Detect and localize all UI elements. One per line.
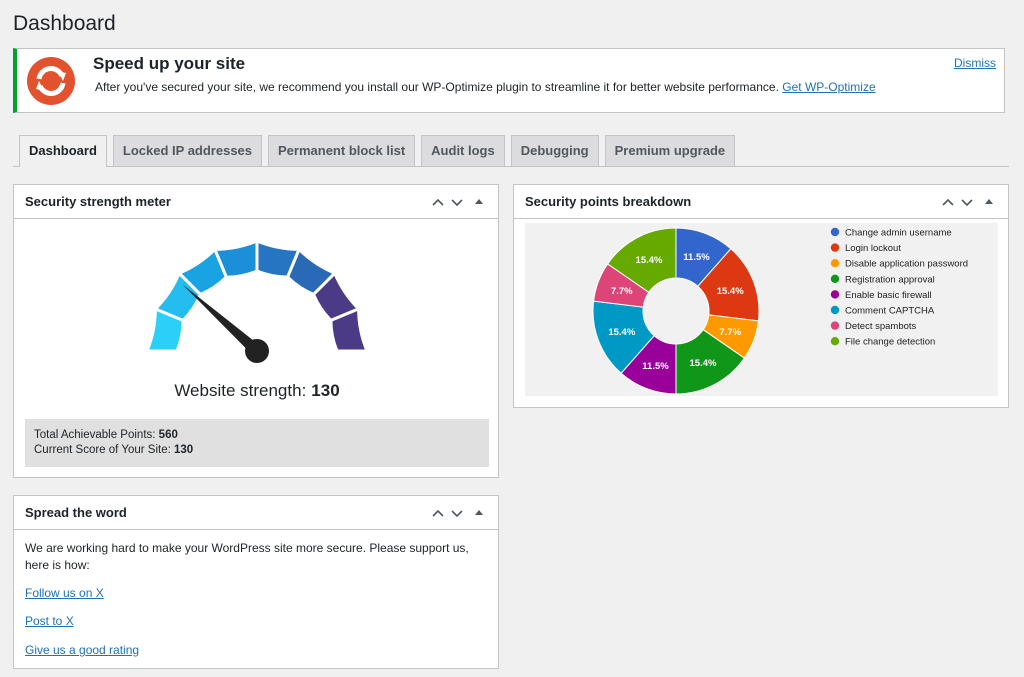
panel-controls[interactable] [432,505,492,521]
gauge-segment [329,306,370,353]
spread-text: We are working hard to make your WordPre… [25,541,469,572]
legend-swatch [830,259,840,268]
panel-title: Spread the word [14,496,498,530]
legend-label: File change detection [845,337,935,348]
spread-link[interactable]: Post to X [25,614,74,628]
legend-label: Comment CAPTCHA [845,306,935,317]
legend-swatch [830,321,840,330]
gauge-arc [144,238,370,353]
total-label: Total Achievable Points: [34,429,156,441]
gauge-needle [182,284,261,356]
page-title: Dashboard [13,12,116,35]
strength-text: Website strength: [174,381,306,400]
dismiss-link[interactable]: Dismiss [954,56,996,70]
current-label: Current Score of Your Site: [34,444,171,456]
gauge: Website strength: 130 [144,238,370,400]
legend-swatch [830,337,840,346]
tab[interactable]: Dashboard [19,135,107,167]
total-value: 560 [158,429,178,441]
panel-controls[interactable] [942,194,1002,210]
legend-label: Login lockout [845,243,901,254]
legend-swatch [830,227,840,237]
panel-controls[interactable] [432,194,492,210]
notice-body: After you've secured your site, we recom… [95,80,779,94]
slice-label: 15.4% [636,255,663,266]
notice: Speed up your site After you've secured … [13,48,1005,113]
legend-label: Change admin username [845,228,952,239]
notice-title: Speed up your site [93,54,246,73]
spread-link[interactable]: Follow us on X [25,586,104,600]
legend-swatch [830,305,840,315]
tab[interactable]: Premium upgrade [604,135,736,166]
breakdown-panel: Security points breakdown 11.5% Change ad… [513,184,1009,408]
slice-label: 7.7% [611,286,633,297]
tab[interactable]: Permanent block list [268,135,416,166]
current-value: 130 [174,444,194,456]
legend-swatch [830,274,840,283]
legend-label: Registration approval [845,274,935,285]
donut-chart: 11.5% Change admin username 15.4% Login loc… [525,223,998,396]
slice-label: 7.7% [719,327,741,338]
needle-hub [245,339,269,363]
spread-panel: Spread the word We are working hard to m… [13,495,499,669]
legend-label: Detect spambots [845,321,917,332]
tab-bar: Dashboard Locked IP addresses Permanent bl… [13,135,1009,167]
legend-label: Disable application password [845,259,968,270]
slice-label: 15.4% [717,286,744,297]
tab[interactable]: Debugging [510,135,599,166]
score-box: Total Achievable Points: 560 Current Sco… [25,419,489,467]
panel-title: Security strength meter [14,185,498,219]
strength-panel: Security strength meter Website strength… [13,184,499,478]
spread-link[interactable]: Give us a good rating [25,643,140,657]
slice-label: 15.4% [690,358,717,369]
legend-label: Enable basic firewall [845,290,932,301]
tab[interactable]: Locked IP addresses [112,135,263,166]
notice-link[interactable]: Get WP-Optimize [782,80,876,94]
slice-label: 15.4% [608,327,635,338]
strength-value: 130 [311,381,339,400]
strength-label: Website strength: 130 [174,381,339,400]
slice-label: 11.5% [683,252,710,263]
panel-title: Security points breakdown [514,185,1008,219]
donut-slice [606,227,677,293]
slice-label: 11.5% [642,361,669,372]
legend-swatch [830,290,840,299]
notice-text: After you've secured your site, we recom… [95,80,876,94]
logo [27,57,75,105]
legend-swatch [830,243,840,252]
tab[interactable]: Audit logs [421,135,505,166]
